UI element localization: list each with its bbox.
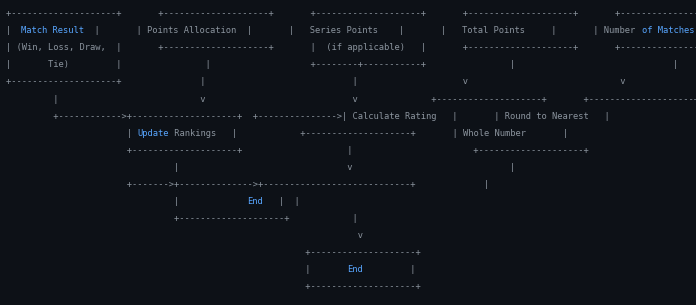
Text: |: | — [363, 265, 416, 275]
Text: |                           v                            v              +-------: | v v +------- — [6, 95, 696, 104]
Text: End: End — [347, 265, 363, 275]
Text: Rankings   |            +--------------------+       | Whole Number       |: Rankings | +--------------------+ | Whol… — [168, 129, 568, 138]
Text: |       | Points Allocation  |       |   Series Points    |       |   Total Poin: | | Points Allocation | | Series Points … — [84, 26, 641, 35]
Text: v: v — [6, 231, 363, 240]
Text: +--------------------+                    |                       +-------------: +--------------------+ | +------------- — [6, 146, 588, 155]
Text: +--------------------+: +--------------------+ — [6, 248, 420, 257]
Text: |: | — [695, 26, 696, 35]
Text: |: | — [6, 129, 137, 138]
Text: | (Win, Loss, Draw,  |       +--------------------+       |  (if applicable)   |: | (Win, Loss, Draw, | +-----------------… — [6, 43, 696, 52]
Text: |       Tie)         |                |                   +--------+-----------+: | Tie) | | +--------+-----------+ — [6, 60, 678, 70]
Text: Update: Update — [137, 129, 168, 138]
Text: |: | — [6, 26, 22, 35]
Text: of Matches: of Matches — [642, 26, 695, 35]
Text: +------------>+--------------------+  +--------------->| Calculate Rating   |   : +------------>+--------------------+ +--… — [6, 112, 609, 121]
Text: +--------------------+       +--------------------+       +--------------------+: +--------------------+ +----------------… — [6, 9, 696, 18]
Text: +--------------------+: +--------------------+ — [6, 282, 420, 292]
Text: |  |: | | — [263, 197, 300, 206]
Text: Match Result: Match Result — [22, 26, 84, 35]
Text: +--------------------+               |                            |             : +--------------------+ | | — [6, 77, 625, 87]
Text: +--------------------+            |: +--------------------+ | — [6, 214, 357, 223]
Text: +------->+-------------->+----------------------------+             |: +------->+-------------->+--------------… — [6, 180, 489, 189]
Text: End: End — [248, 197, 263, 206]
Text: |: | — [6, 197, 247, 206]
Text: |: | — [6, 265, 347, 275]
Text: |                                v                              |: | v | — [6, 163, 515, 172]
